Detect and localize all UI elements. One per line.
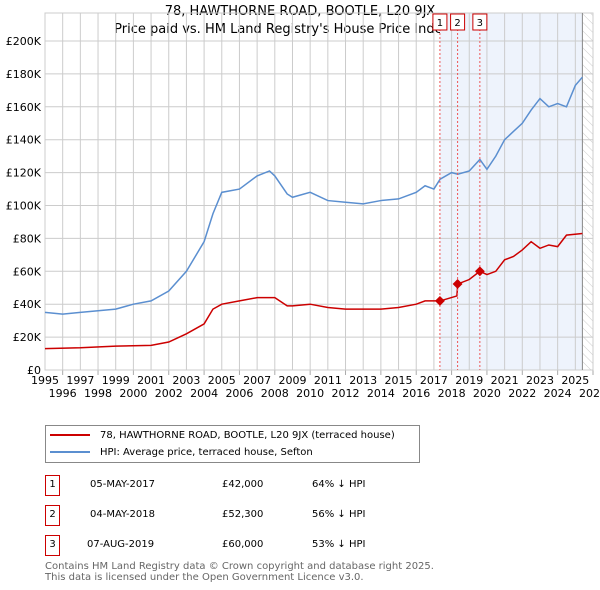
legend-swatch-blue	[50, 451, 90, 453]
x-tick-label: 2002	[155, 387, 183, 400]
sale-hpi: 53% ↓ HPI	[312, 539, 366, 550]
sale-marker-number: 1	[45, 475, 60, 496]
x-tick-label: 2001	[137, 374, 165, 387]
x-tick-label: 2003	[172, 374, 200, 387]
x-tick-label: 2017	[420, 374, 448, 387]
x-tick-label: 2020	[473, 387, 501, 400]
x-tick-label: 2024	[544, 387, 572, 400]
chart-subtitle: Price paid vs. HM Land Registry's House …	[114, 22, 486, 37]
x-tick-label: 2021	[491, 374, 519, 387]
x-tick-label: 1995	[31, 374, 59, 387]
sale-label-number: 2	[454, 18, 460, 29]
y-tick-label: £140K	[6, 134, 42, 147]
x-tick-label: 2004	[190, 387, 218, 400]
x-tick-label: 2011	[314, 374, 342, 387]
legend: 78, HAWTHORNE ROAD, BOOTLE, L20 9JX (ter…	[45, 425, 420, 463]
plot-frame	[44, 12, 594, 371]
sale-marker-number: 3	[45, 535, 60, 556]
sale-hpi: 56% ↓ HPI	[312, 509, 366, 520]
y-tick-label: £180K	[6, 68, 42, 81]
legend-swatch-red	[50, 434, 90, 436]
y-tick-label: £120K	[6, 167, 42, 180]
x-tick-label: 2025	[561, 374, 589, 387]
forecast-shade	[439, 13, 583, 370]
y-tick-label: £200K	[6, 35, 42, 48]
legend-label: 78, HAWTHORNE ROAD, BOOTLE, L20 9JX (ter…	[100, 429, 395, 441]
y-tick-label: £80K	[13, 232, 42, 245]
x-tick-label: 2012	[332, 387, 360, 400]
y-tick-label: £40K	[13, 298, 42, 311]
future-hatch	[582, 13, 593, 370]
footer: Contains HM Land Registry data © Crown c…	[45, 561, 434, 583]
x-tick-label: 2023	[526, 374, 554, 387]
sale-point	[474, 266, 485, 277]
x-tick-label: 2000	[119, 387, 147, 400]
sale-date: 04-MAY-2018	[90, 509, 156, 520]
x-tick-label: 2018	[438, 387, 466, 400]
sale-label-box	[450, 13, 466, 31]
legend-item-hpi: HPI: Average price, terraced house, Seft…	[50, 444, 313, 460]
x-tick-label: 1996	[49, 387, 77, 400]
sale-date: 07-AUG-2019	[87, 539, 155, 550]
legend-label: HPI: Average price, terraced house, Seft…	[100, 446, 313, 458]
x-tick-label: 2026	[579, 387, 600, 400]
x-tick-label: 2016	[402, 387, 430, 400]
sale-label-box	[472, 13, 488, 31]
x-tick-label: 2022	[508, 387, 536, 400]
footer-licence: This data is licensed under the Open Gov…	[45, 572, 364, 583]
price-paid-line	[44, 232, 583, 350]
y-tick-label: £60K	[13, 265, 42, 278]
y-tick-label: £0	[27, 364, 41, 377]
x-tick-label: 2014	[367, 387, 395, 400]
chart-title: 78, HAWTHORNE ROAD, BOOTLE, L20 9JX	[164, 4, 436, 19]
x-tick-label: 2006	[225, 387, 253, 400]
sale-price: £52,300	[222, 509, 264, 520]
sale-label-number: 1	[437, 18, 443, 29]
sale-label-box	[432, 13, 448, 31]
y-tick-label: £100K	[6, 200, 42, 213]
y-tick-label: £160K	[6, 101, 42, 114]
x-tick-label: 2009	[278, 374, 306, 387]
x-tick-label: 2015	[385, 374, 413, 387]
legend-item-property: 78, HAWTHORNE ROAD, BOOTLE, L20 9JX (ter…	[50, 427, 395, 443]
sale-hpi: 64% ↓ HPI	[312, 479, 366, 490]
x-tick-label: 1998	[84, 387, 112, 400]
sale-date: 05-MAY-2017	[90, 479, 156, 490]
x-tick-label: 2019	[455, 374, 483, 387]
x-tick-label: 2008	[261, 387, 289, 400]
sale-price: £42,000	[222, 479, 264, 490]
x-tick-label: 2007	[243, 374, 271, 387]
sale-label-number: 3	[477, 18, 483, 29]
x-tick-label: 1997	[66, 374, 94, 387]
x-tick-label: 2010	[296, 387, 324, 400]
sale-point	[434, 295, 445, 306]
price-chart: 1995199619971998199920002001200220032004…	[6, 12, 600, 400]
sale-price: £60,000	[222, 539, 264, 550]
x-tick-label: 1999	[102, 374, 130, 387]
footer-copyright: Contains HM Land Registry data © Crown c…	[45, 561, 434, 572]
x-tick-label: 2005	[208, 374, 236, 387]
sale-point	[452, 279, 463, 289]
sale-marker-number: 2	[45, 505, 60, 526]
hpi-line	[44, 76, 583, 315]
y-tick-label: £20K	[13, 331, 42, 344]
x-tick-label: 2013	[349, 374, 377, 387]
